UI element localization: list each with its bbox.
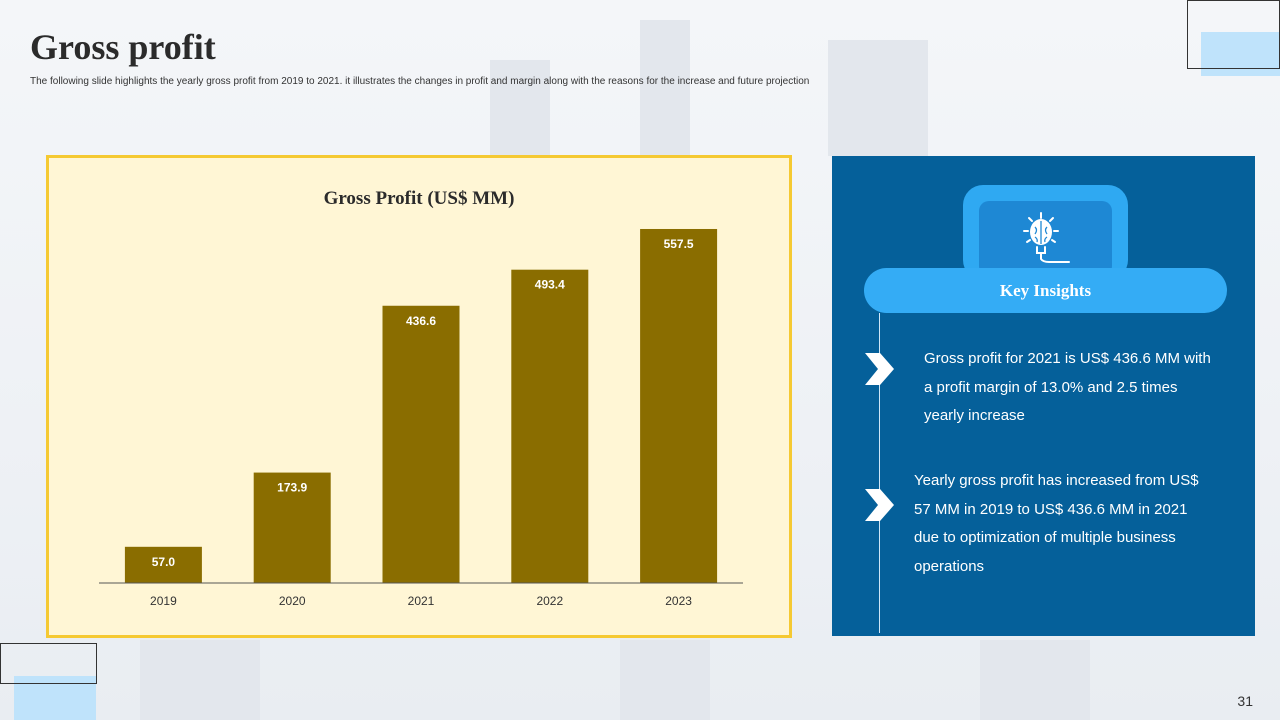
data-label-2022: 493.4 <box>535 278 565 292</box>
background-building <box>980 640 1090 720</box>
key-insights-panel: Key Insights Gross profit for 2021 is US… <box>832 156 1255 636</box>
data-label-2023: 557.5 <box>664 237 694 251</box>
chevron-right-icon <box>865 353 894 385</box>
chart-panel: Gross Profit (US$ MM) 57.0 2019 173.9 2020 4… <box>46 155 792 638</box>
background-building <box>490 60 550 156</box>
insight-item-1: Gross profit for 2021 is US$ 436.6 MM wi… <box>924 350 1211 424</box>
timeline-line <box>879 313 880 633</box>
x-tick-label-2021: 2021 <box>408 594 435 608</box>
background-building <box>828 40 928 156</box>
bar-2022 <box>511 269 589 583</box>
icon-tab <box>963 185 1128 280</box>
data-label-2021: 436.6 <box>406 314 436 328</box>
insight-item-2: Yearly gross profit has increased from U… <box>914 472 1199 575</box>
bar-2021 <box>382 305 460 583</box>
x-tick-label-2020: 2020 <box>279 594 306 608</box>
background-building <box>140 640 260 720</box>
x-tick-label-2023: 2023 <box>665 594 692 608</box>
data-label-2019: 57.0 <box>152 555 176 569</box>
background-building <box>620 640 710 720</box>
background-building <box>640 20 690 156</box>
x-tick-label-2019: 2019 <box>150 594 177 608</box>
data-label-2020: 173.9 <box>277 481 307 495</box>
x-tick-label-2022: 2022 <box>536 594 563 608</box>
corner-decoration-frame <box>0 643 97 684</box>
brain-bulb-icon <box>1023 212 1070 263</box>
bar-2023 <box>640 228 718 584</box>
bar-chart: 57.0 2019 173.9 2020 436.6 2021 493.4 2022 557.5… <box>99 228 743 608</box>
icon-tab-inner <box>979 201 1112 276</box>
page-number: 31 <box>1237 693 1253 709</box>
chevron-right-icon <box>865 489 894 521</box>
page-title: Gross profit <box>30 27 216 67</box>
bar-2019 <box>124 546 202 583</box>
corner-decoration-frame <box>1187 0 1280 69</box>
page-subtitle: The following slide highlights the yearl… <box>30 76 810 87</box>
chart-title: Gross Profit (US$ MM) <box>323 188 515 209</box>
key-insights-heading: Key Insights <box>864 268 1227 313</box>
bar-2020 <box>253 472 331 583</box>
